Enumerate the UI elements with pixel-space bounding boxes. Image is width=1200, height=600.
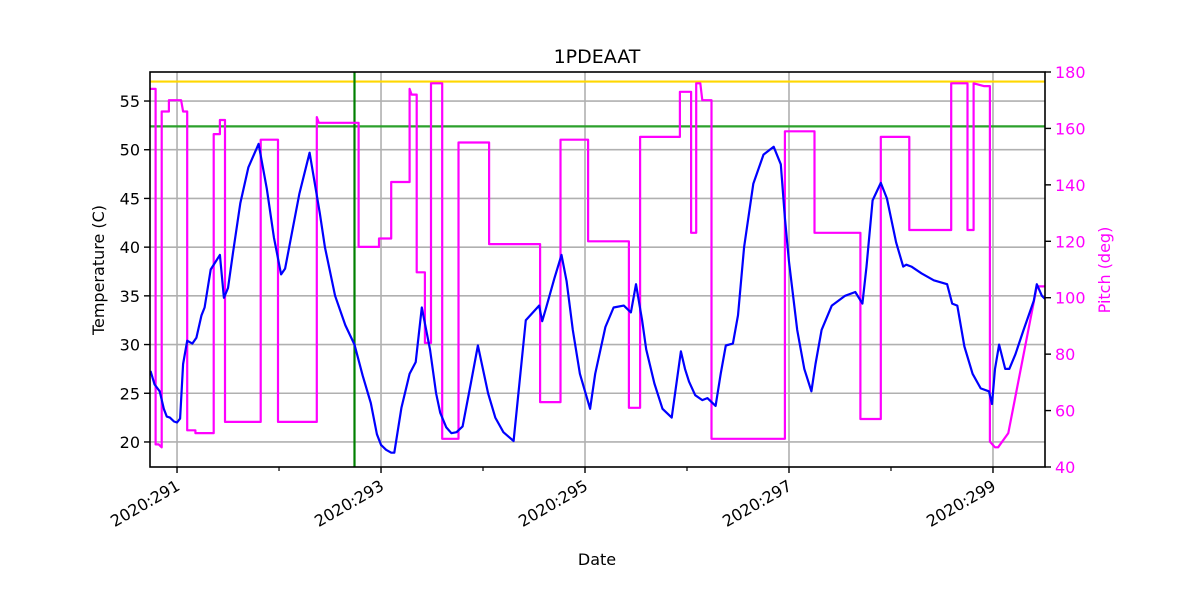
plot-frame	[149, 71, 1046, 468]
chart-title: 1PDEAAT	[554, 46, 641, 68]
y2-tick-label: 80	[1055, 345, 1075, 364]
y2-tick-label: 60	[1055, 402, 1075, 421]
data-series	[150, 82, 1045, 454]
y2-axis-ticks: 40 60 80 100 120 140 160 180	[1045, 63, 1086, 477]
y2-axis-label: Pitch (deg)	[1095, 227, 1114, 314]
pitch-series-line	[150, 82, 1045, 449]
y2-tick-label: 140	[1055, 176, 1086, 195]
y2-tick-label: 160	[1055, 119, 1086, 138]
y2-tick-label: 180	[1055, 63, 1086, 82]
y-tick-label: 25	[120, 384, 140, 403]
x-axis-label: Date	[578, 550, 616, 569]
y-axis-ticks: 20 25 30 35 40 45 50 55	[120, 92, 150, 452]
y-tick-label: 45	[120, 189, 140, 208]
y-axis-label: Temperature (C)	[89, 205, 108, 336]
y2-tick-label: 120	[1055, 232, 1086, 251]
temperature-series-line	[150, 142, 1045, 454]
y2-tick-label: 40	[1055, 458, 1075, 477]
y2-tick-label: 100	[1055, 289, 1086, 308]
y-tick-label: 35	[120, 287, 140, 306]
reference-lines	[150, 72, 1045, 467]
y-tick-label: 50	[120, 141, 140, 160]
y-tick-label: 55	[120, 92, 140, 111]
y-tick-label: 40	[120, 238, 140, 257]
y-tick-label: 30	[120, 336, 140, 355]
y-tick-label: 20	[120, 433, 140, 452]
